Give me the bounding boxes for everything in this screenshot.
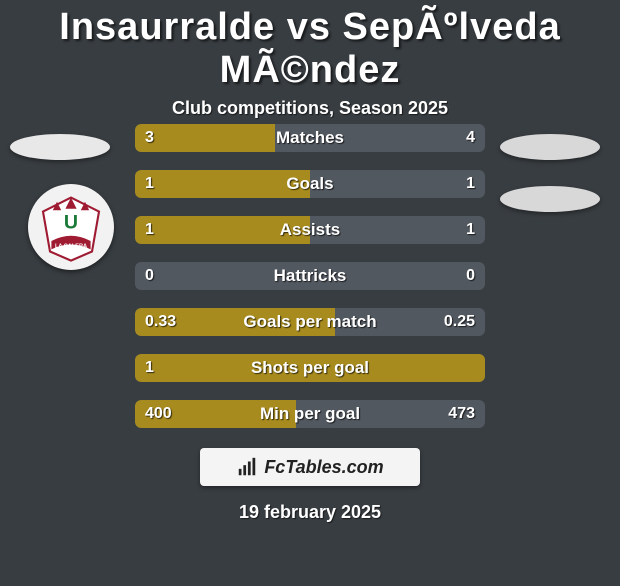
stat-bar-list: 34Matches 11Goals 11Assists 00Hattricks 0.33… — [135, 124, 485, 428]
brand-text: FcTables.com — [264, 457, 383, 478]
team-right-silhouette-2 — [500, 186, 600, 212]
page-title: Insaurralde vs SepÃºlveda MÃ©ndez — [0, 6, 620, 92]
stat-bar-right — [335, 308, 486, 336]
stat-row: 0.330.25Goals per match — [135, 308, 485, 336]
stat-bar-left — [135, 124, 275, 152]
stat-row: 11Goals — [135, 170, 485, 198]
stat-row: 34Matches — [135, 124, 485, 152]
team-left-silhouette — [10, 134, 110, 160]
stat-row: 1Shots per goal — [135, 354, 485, 382]
stat-bar-left — [135, 170, 310, 198]
svg-text:U: U — [64, 211, 78, 233]
stat-bar-left — [135, 354, 485, 382]
comparison-arena: LA CALERA U 34Matches 11Goals 11Assists 00H… — [0, 124, 620, 444]
shield-icon: LA CALERA U — [36, 192, 106, 262]
stat-bar-right — [310, 170, 485, 198]
svg-text:LA CALERA: LA CALERA — [55, 243, 87, 249]
stat-bar-right — [296, 400, 485, 428]
stat-bar-right — [275, 124, 485, 152]
stat-row: 00Hattricks — [135, 262, 485, 290]
bar-chart-icon — [236, 456, 258, 478]
date-caption: 19 february 2025 — [0, 502, 620, 523]
stat-bar-left — [135, 400, 296, 428]
stat-row: 400473Min per goal — [135, 400, 485, 428]
stat-bar-left — [135, 308, 335, 336]
stat-bar-left — [135, 216, 310, 244]
stat-bar-right — [310, 216, 485, 244]
team-right-silhouette-1 — [500, 134, 600, 160]
stat-row: 11Assists — [135, 216, 485, 244]
team-left-crest: LA CALERA U — [28, 184, 114, 270]
brand-badge[interactable]: FcTables.com — [200, 448, 420, 486]
page-subtitle: Club competitions, Season 2025 — [0, 98, 620, 119]
